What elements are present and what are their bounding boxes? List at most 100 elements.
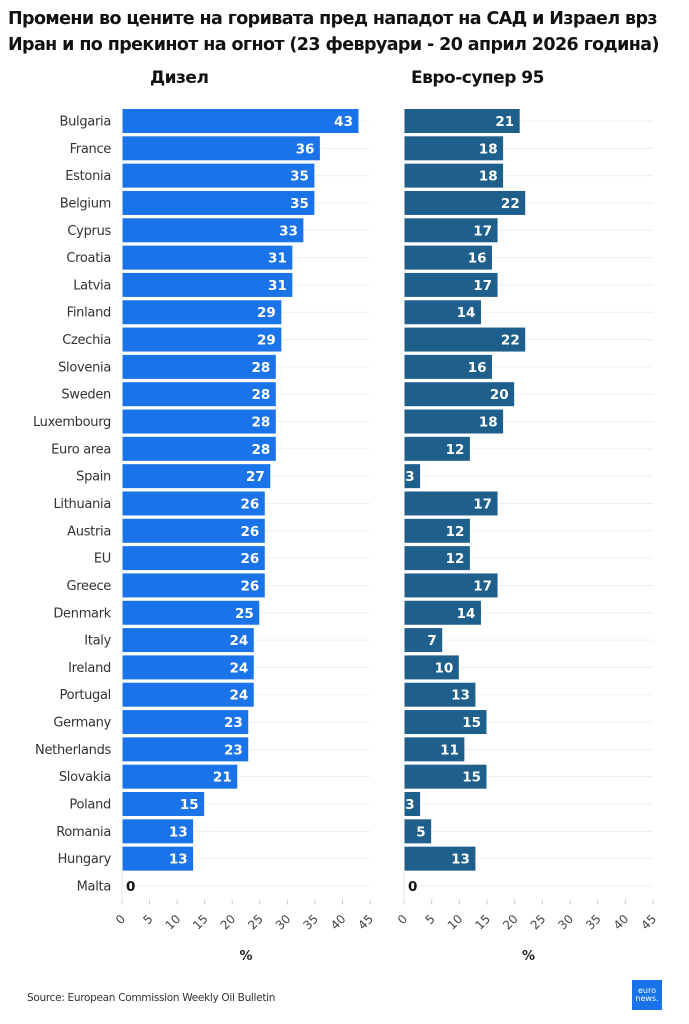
bar-czechia xyxy=(121,326,283,353)
bar-slovakia xyxy=(403,763,488,790)
bar-ireland xyxy=(403,654,460,681)
bar-spain xyxy=(121,463,272,490)
data-label: 10 xyxy=(435,660,454,676)
data-label: 21 xyxy=(495,114,514,130)
data-label: 24 xyxy=(229,688,248,704)
data-label: 18 xyxy=(479,141,498,157)
bar-greece xyxy=(403,572,499,599)
category-label: Ireland xyxy=(68,661,111,676)
category-label: Portugal xyxy=(60,688,111,703)
bar-finland xyxy=(121,299,283,326)
data-label: 17 xyxy=(473,223,492,239)
data-label: 26 xyxy=(240,524,259,540)
data-label: 35 xyxy=(290,169,309,185)
category-label: Euro area xyxy=(51,442,111,457)
bar-estonia xyxy=(121,162,316,189)
bar-greece xyxy=(121,572,266,599)
category-label: Czechia xyxy=(62,333,111,348)
x-tick-label: 0 xyxy=(113,912,128,927)
data-label: 16 xyxy=(468,360,487,376)
data-label: 28 xyxy=(252,387,271,403)
bar-bulgaria xyxy=(121,108,360,134)
bar-slovenia xyxy=(403,353,494,380)
bar-poland xyxy=(121,791,206,817)
x-tick-label: 40 xyxy=(611,912,632,933)
category-label: Latvia xyxy=(73,278,111,293)
x-tick-label: 10 xyxy=(445,912,466,933)
bar-poland xyxy=(403,791,422,817)
bar-france xyxy=(121,135,321,162)
petrol-chart-title: Евро-супер 95 xyxy=(411,68,544,88)
data-label: 23 xyxy=(224,742,243,758)
bar-austria xyxy=(403,517,471,544)
data-label: 22 xyxy=(501,196,520,212)
data-label: 13 xyxy=(169,852,188,868)
data-label: 23 xyxy=(224,715,243,731)
bar-croatia xyxy=(121,244,294,271)
bar-belgium xyxy=(121,189,316,216)
data-label: 27 xyxy=(246,469,265,485)
data-label: 18 xyxy=(479,415,498,431)
bar-france xyxy=(403,135,505,162)
category-label: France xyxy=(70,142,112,157)
x-tick-label: 30 xyxy=(555,912,576,933)
source-note: Source: European Commission Weekly Oil B… xyxy=(27,992,276,1004)
data-label: 28 xyxy=(252,442,271,458)
euronews-logo: euro news. xyxy=(632,980,662,1010)
bar-belgium xyxy=(403,189,527,216)
bar-lithuania xyxy=(121,490,266,517)
bar-cyprus xyxy=(121,217,305,244)
x-tick-label: 10 xyxy=(163,912,184,933)
bar-italy xyxy=(403,627,444,654)
x-tick-label: 45 xyxy=(638,912,659,933)
data-label: 15 xyxy=(180,797,199,813)
bar-croatia xyxy=(403,244,494,271)
x-tick-label: 5 xyxy=(140,912,155,927)
data-label: 33 xyxy=(279,223,298,239)
x-tick-label: 40 xyxy=(328,912,349,933)
category-label: Denmark xyxy=(53,606,111,621)
bar-denmark xyxy=(403,599,482,626)
bar-eu xyxy=(403,545,471,572)
logo-line2: news. xyxy=(635,994,659,1003)
x-axis-label: % xyxy=(522,949,535,964)
data-label: 35 xyxy=(290,196,309,212)
data-label: 7 xyxy=(427,633,436,649)
bar-germany xyxy=(121,709,250,736)
x-tick-label: 20 xyxy=(218,912,239,933)
bar-portugal xyxy=(121,681,255,708)
category-label: Bulgaria xyxy=(59,115,111,130)
data-label: 17 xyxy=(473,278,492,294)
data-label: 29 xyxy=(257,333,276,349)
data-label: 13 xyxy=(451,688,470,704)
data-label: 26 xyxy=(240,551,259,567)
category-label: Lithuania xyxy=(53,497,111,512)
category-label: Malta xyxy=(77,879,111,894)
x-tick-label: 25 xyxy=(245,912,266,933)
data-label: 3 xyxy=(405,797,414,813)
bar-spain xyxy=(403,463,422,490)
bar-italy xyxy=(121,627,255,654)
data-label: 31 xyxy=(268,251,287,267)
data-label: 29 xyxy=(257,305,276,321)
bar-lithuania xyxy=(403,490,499,517)
data-label: 28 xyxy=(252,360,271,376)
x-tick-label: 30 xyxy=(273,912,294,933)
category-label: Hungary xyxy=(58,852,112,867)
category-label: Greece xyxy=(67,579,112,594)
data-label: 13 xyxy=(451,852,470,868)
data-label: 12 xyxy=(446,551,465,567)
data-label: 12 xyxy=(446,442,465,458)
category-label: Romania xyxy=(56,825,111,840)
bar-luxembourg xyxy=(121,408,277,435)
logo-line1: euro xyxy=(638,986,656,995)
data-label: 0 xyxy=(126,879,135,895)
category-label: Sweden xyxy=(61,388,111,403)
x-tick-label: 20 xyxy=(500,912,521,933)
data-label: 25 xyxy=(235,606,254,622)
data-label: 15 xyxy=(462,715,481,731)
data-label: 22 xyxy=(501,333,520,349)
x-tick-label: 35 xyxy=(300,912,321,933)
bar-sweden xyxy=(403,381,516,408)
data-label: 20 xyxy=(490,387,509,403)
